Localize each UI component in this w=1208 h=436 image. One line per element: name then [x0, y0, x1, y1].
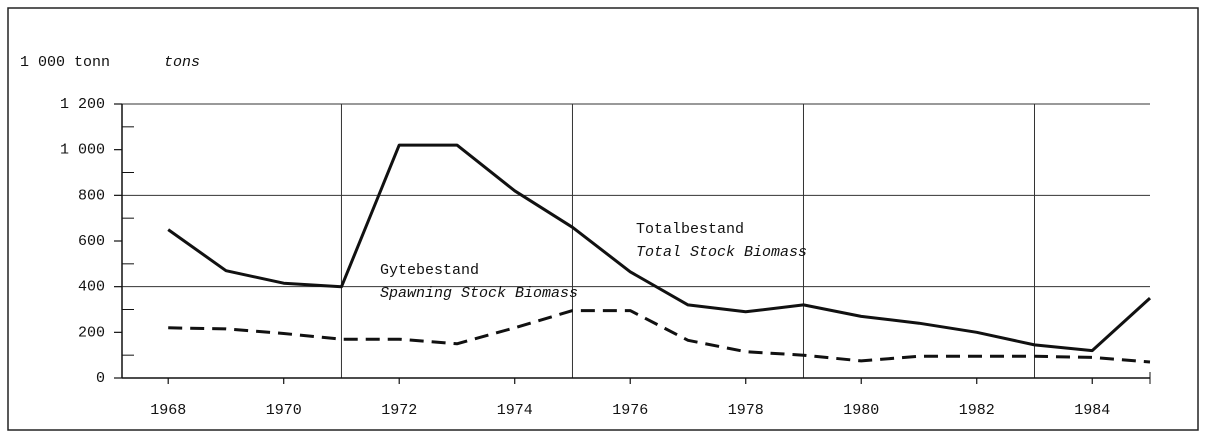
y-tick-label: 1 200: [60, 96, 105, 113]
x-tick-label: 1976: [612, 402, 648, 419]
x-tick-label: 1970: [266, 402, 302, 419]
annotation: Total Stock Biomass: [636, 244, 807, 261]
annotation: Totalbestand: [636, 221, 744, 238]
series-line: [168, 309, 1151, 364]
y-tick-label: 200: [78, 324, 105, 341]
frame: [7, 7, 1199, 431]
y-tick-label: 400: [78, 279, 105, 296]
x-tick-label: 1968: [150, 402, 186, 419]
x-tick-label: 1984: [1074, 402, 1110, 419]
annotation: Spawning Stock Biomass: [380, 285, 578, 302]
annotation: Gytebestand: [380, 262, 479, 279]
y-label: 1 000 tonn: [20, 54, 110, 71]
x-tick-label: 1982: [959, 402, 995, 419]
x-tick-label: 1980: [843, 402, 879, 419]
x-tick-label: 1974: [497, 402, 533, 419]
y-tick-label: 600: [78, 233, 105, 250]
y-tick-label: 0: [96, 370, 105, 387]
x-tick-label: 1978: [728, 402, 764, 419]
series-line: [167, 143, 1152, 353]
y-tick-label: 1 000: [60, 142, 105, 159]
y-tick-label: 800: [78, 187, 105, 204]
y-label-en: tons: [164, 54, 200, 71]
x-tick-label: 1972: [381, 402, 417, 419]
